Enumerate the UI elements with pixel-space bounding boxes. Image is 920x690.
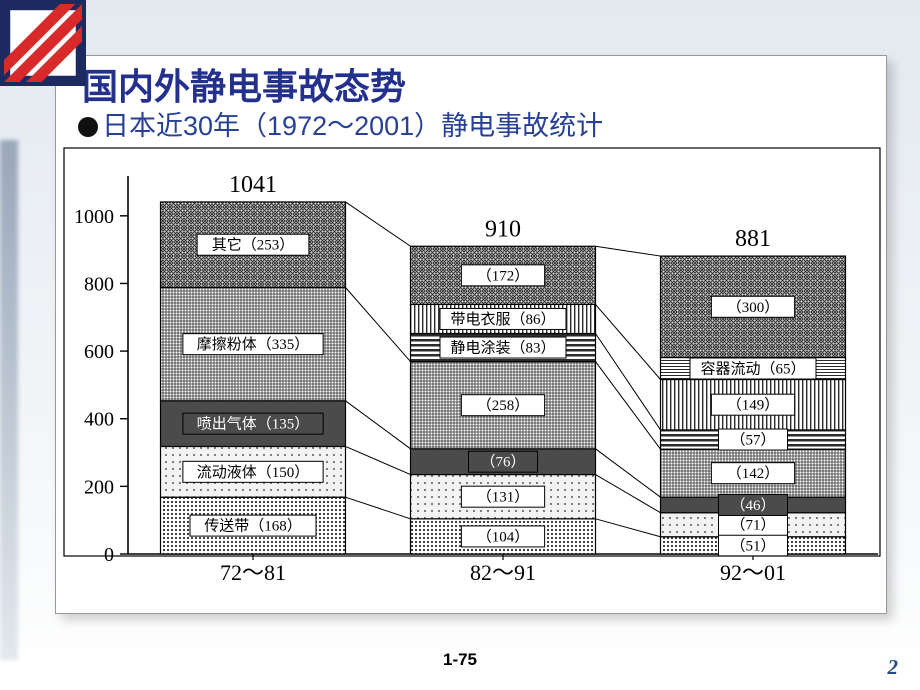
svg-text:200: 200 <box>84 476 114 498</box>
svg-text:92～01: 92～01 <box>720 560 786 585</box>
svg-text:（57）: （57） <box>730 432 775 449</box>
page-subtitle: 日本近30年（1972～2001）静电事故统计 <box>78 104 603 143</box>
svg-text:72～81: 72～81 <box>220 560 286 585</box>
svg-text:（46）: （46） <box>730 497 775 514</box>
logo-icon <box>4 4 82 82</box>
footer-page-number: 1-75 <box>0 650 920 670</box>
svg-text:（142）: （142） <box>727 465 780 482</box>
svg-text:910: 910 <box>485 216 521 242</box>
svg-text:（131）: （131） <box>477 489 530 506</box>
svg-text:流动液体（150）: 流动液体（150） <box>197 464 310 481</box>
svg-text:摩擦粉体（335）: 摩擦粉体（335） <box>197 335 310 353</box>
svg-text:带电衣服（86）: 带电衣服（86） <box>450 311 555 328</box>
svg-text:600: 600 <box>84 341 114 363</box>
svg-text:400: 400 <box>84 409 114 431</box>
svg-text:（149）: （149） <box>727 397 780 414</box>
subtitle-text: 日本近30年（1972～2001）静电事故统计 <box>102 111 603 141</box>
svg-text:（71）: （71） <box>730 517 775 534</box>
logo-badge <box>0 0 86 86</box>
svg-text:（76）: （76） <box>480 454 525 471</box>
decorative-left-strip <box>0 140 18 660</box>
svg-text:82～91: 82～91 <box>470 560 536 585</box>
svg-text:800: 800 <box>84 273 114 295</box>
svg-text:1041: 1041 <box>229 172 277 198</box>
svg-text:0: 0 <box>104 544 114 566</box>
svg-text:静电涂装（83）: 静电涂装（83） <box>450 340 555 357</box>
svg-text:（172）: （172） <box>477 267 530 284</box>
stacked-bar-chart: 0 200 400 600 800 1000 1041 72～81 910 82～91 881 92～… <box>58 144 886 614</box>
svg-text:881: 881 <box>735 226 771 252</box>
svg-text:其它（253）: 其它（253） <box>212 236 295 254</box>
bullet-icon <box>78 117 98 137</box>
svg-text:（104）: （104） <box>477 528 530 545</box>
svg-text:喷出气体（135）: 喷出气体（135） <box>197 416 310 433</box>
svg-text:容器流动（65）: 容器流动（65） <box>700 361 805 378</box>
svg-text:（300）: （300） <box>727 299 780 316</box>
svg-text:传送带（168）: 传送带（168） <box>204 518 302 535</box>
svg-text:（51）: （51） <box>730 537 775 554</box>
page-title: 国内外静电事故态势 <box>82 58 406 110</box>
svg-text:1000: 1000 <box>74 206 114 228</box>
svg-text:（258）: （258） <box>477 397 530 414</box>
